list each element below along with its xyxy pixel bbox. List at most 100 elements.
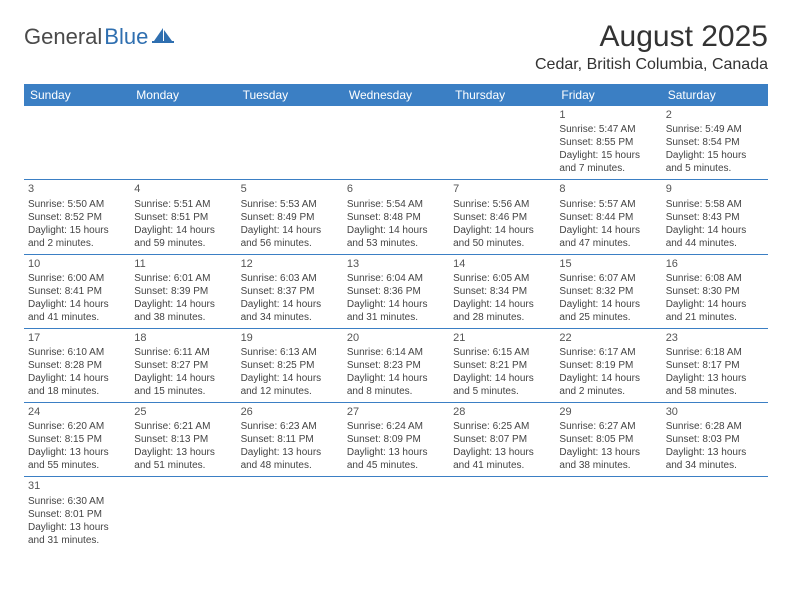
sunset-text: Sunset: 8:30 PM [666, 285, 764, 298]
calendar-cell [449, 106, 555, 180]
sunrise-text: Sunrise: 5:51 AM [134, 198, 232, 211]
day-number: 24 [28, 405, 126, 419]
daylight-text: Daylight: 13 hours and 34 minutes. [666, 446, 764, 472]
calendar-cell: 11Sunrise: 6:01 AMSunset: 8:39 PMDayligh… [130, 254, 236, 328]
day-number: 20 [347, 331, 445, 345]
sunset-text: Sunset: 8:27 PM [134, 359, 232, 372]
sunrise-text: Sunrise: 5:58 AM [666, 198, 764, 211]
daylight-text: Daylight: 14 hours and 47 minutes. [559, 224, 657, 250]
daylight-text: Daylight: 13 hours and 48 minutes. [241, 446, 339, 472]
sunset-text: Sunset: 8:55 PM [559, 136, 657, 149]
calendar-cell: 22Sunrise: 6:17 AMSunset: 8:19 PMDayligh… [555, 328, 661, 402]
daylight-text: Daylight: 15 hours and 7 minutes. [559, 149, 657, 175]
sunset-text: Sunset: 8:07 PM [453, 433, 551, 446]
day-number: 23 [666, 331, 764, 345]
calendar-cell: 12Sunrise: 6:03 AMSunset: 8:37 PMDayligh… [237, 254, 343, 328]
weekday-header-row: Sunday Monday Tuesday Wednesday Thursday… [24, 84, 768, 106]
weekday-header: Saturday [662, 84, 768, 106]
calendar-table: Sunday Monday Tuesday Wednesday Thursday… [24, 84, 768, 551]
day-number: 8 [559, 182, 657, 196]
sunrise-text: Sunrise: 6:03 AM [241, 272, 339, 285]
weekday-header: Tuesday [237, 84, 343, 106]
day-number: 12 [241, 257, 339, 271]
sunrise-text: Sunrise: 6:17 AM [559, 346, 657, 359]
day-number: 28 [453, 405, 551, 419]
sunset-text: Sunset: 8:25 PM [241, 359, 339, 372]
day-number: 3 [28, 182, 126, 196]
daylight-text: Daylight: 13 hours and 41 minutes. [453, 446, 551, 472]
day-number: 2 [666, 108, 764, 122]
sunrise-text: Sunrise: 6:01 AM [134, 272, 232, 285]
sunrise-text: Sunrise: 6:14 AM [347, 346, 445, 359]
sunset-text: Sunset: 8:11 PM [241, 433, 339, 446]
calendar-row: 1Sunrise: 5:47 AMSunset: 8:55 PMDaylight… [24, 106, 768, 180]
day-number: 31 [28, 479, 126, 493]
header: GeneralBlue August 2025 Cedar, British C… [24, 20, 768, 74]
daylight-text: Daylight: 14 hours and 31 minutes. [347, 298, 445, 324]
daylight-text: Daylight: 14 hours and 34 minutes. [241, 298, 339, 324]
daylight-text: Daylight: 14 hours and 2 minutes. [559, 372, 657, 398]
daylight-text: Daylight: 15 hours and 2 minutes. [28, 224, 126, 250]
sunset-text: Sunset: 8:44 PM [559, 211, 657, 224]
calendar-cell [662, 477, 768, 551]
day-number: 7 [453, 182, 551, 196]
day-number: 29 [559, 405, 657, 419]
sunrise-text: Sunrise: 5:56 AM [453, 198, 551, 211]
calendar-row: 17Sunrise: 6:10 AMSunset: 8:28 PMDayligh… [24, 328, 768, 402]
sunset-text: Sunset: 8:32 PM [559, 285, 657, 298]
sunset-text: Sunset: 8:23 PM [347, 359, 445, 372]
calendar-row: 10Sunrise: 6:00 AMSunset: 8:41 PMDayligh… [24, 254, 768, 328]
daylight-text: Daylight: 14 hours and 56 minutes. [241, 224, 339, 250]
calendar-cell [237, 477, 343, 551]
calendar-cell: 25Sunrise: 6:21 AMSunset: 8:13 PMDayligh… [130, 403, 236, 477]
daylight-text: Daylight: 13 hours and 38 minutes. [559, 446, 657, 472]
day-number: 11 [134, 257, 232, 271]
sunset-text: Sunset: 8:09 PM [347, 433, 445, 446]
sunset-text: Sunset: 8:41 PM [28, 285, 126, 298]
sunrise-text: Sunrise: 5:47 AM [559, 123, 657, 136]
weekday-header: Sunday [24, 84, 130, 106]
location: Cedar, British Columbia, Canada [535, 56, 768, 74]
sunset-text: Sunset: 8:21 PM [453, 359, 551, 372]
weekday-header: Friday [555, 84, 661, 106]
sunset-text: Sunset: 8:39 PM [134, 285, 232, 298]
daylight-text: Daylight: 15 hours and 5 minutes. [666, 149, 764, 175]
calendar-cell: 28Sunrise: 6:25 AMSunset: 8:07 PMDayligh… [449, 403, 555, 477]
calendar-cell: 4Sunrise: 5:51 AMSunset: 8:51 PMDaylight… [130, 180, 236, 254]
calendar-cell: 10Sunrise: 6:00 AMSunset: 8:41 PMDayligh… [24, 254, 130, 328]
calendar-cell: 7Sunrise: 5:56 AMSunset: 8:46 PMDaylight… [449, 180, 555, 254]
calendar-cell [24, 106, 130, 180]
daylight-text: Daylight: 14 hours and 12 minutes. [241, 372, 339, 398]
calendar-cell: 31Sunrise: 6:30 AMSunset: 8:01 PMDayligh… [24, 477, 130, 551]
daylight-text: Daylight: 14 hours and 38 minutes. [134, 298, 232, 324]
sunrise-text: Sunrise: 5:50 AM [28, 198, 126, 211]
daylight-text: Daylight: 14 hours and 59 minutes. [134, 224, 232, 250]
sunrise-text: Sunrise: 6:28 AM [666, 420, 764, 433]
daylight-text: Daylight: 13 hours and 45 minutes. [347, 446, 445, 472]
day-number: 9 [666, 182, 764, 196]
calendar-cell: 16Sunrise: 6:08 AMSunset: 8:30 PMDayligh… [662, 254, 768, 328]
sunrise-text: Sunrise: 6:10 AM [28, 346, 126, 359]
calendar-cell: 2Sunrise: 5:49 AMSunset: 8:54 PMDaylight… [662, 106, 768, 180]
sunset-text: Sunset: 8:15 PM [28, 433, 126, 446]
sunrise-text: Sunrise: 6:07 AM [559, 272, 657, 285]
sunrise-text: Sunrise: 6:20 AM [28, 420, 126, 433]
calendar-cell: 8Sunrise: 5:57 AMSunset: 8:44 PMDaylight… [555, 180, 661, 254]
sunset-text: Sunset: 8:13 PM [134, 433, 232, 446]
calendar-cell: 6Sunrise: 5:54 AMSunset: 8:48 PMDaylight… [343, 180, 449, 254]
calendar-cell: 18Sunrise: 6:11 AMSunset: 8:27 PMDayligh… [130, 328, 236, 402]
calendar-body: 1Sunrise: 5:47 AMSunset: 8:55 PMDaylight… [24, 106, 768, 551]
calendar-cell: 15Sunrise: 6:07 AMSunset: 8:32 PMDayligh… [555, 254, 661, 328]
sunrise-text: Sunrise: 5:54 AM [347, 198, 445, 211]
day-number: 22 [559, 331, 657, 345]
day-number: 25 [134, 405, 232, 419]
sunrise-text: Sunrise: 6:11 AM [134, 346, 232, 359]
sunrise-text: Sunrise: 6:21 AM [134, 420, 232, 433]
calendar-cell [130, 106, 236, 180]
calendar-cell [555, 477, 661, 551]
sunrise-text: Sunrise: 6:24 AM [347, 420, 445, 433]
calendar-cell: 13Sunrise: 6:04 AMSunset: 8:36 PMDayligh… [343, 254, 449, 328]
sunset-text: Sunset: 8:01 PM [28, 508, 126, 521]
daylight-text: Daylight: 13 hours and 58 minutes. [666, 372, 764, 398]
calendar-cell [130, 477, 236, 551]
